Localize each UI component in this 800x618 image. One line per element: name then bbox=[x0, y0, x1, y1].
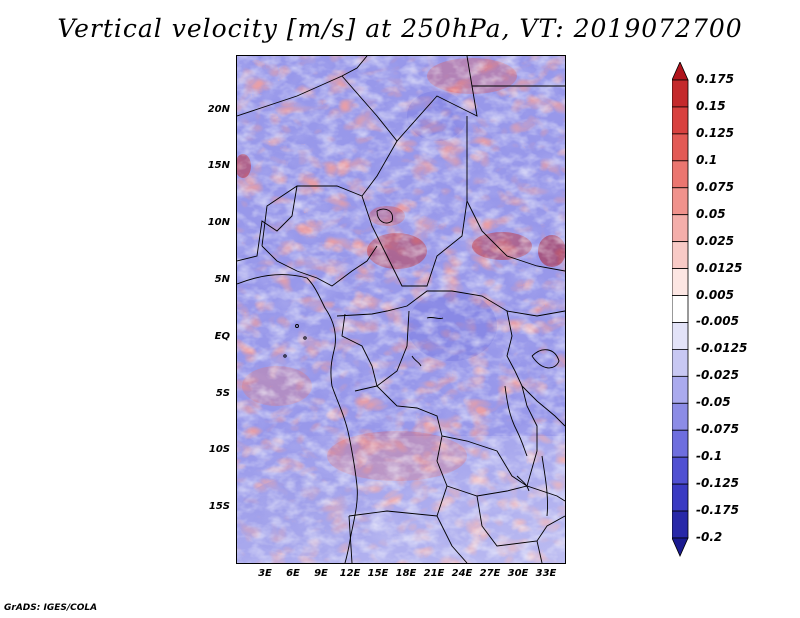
boundaries bbox=[237, 56, 565, 563]
colorbar-level-label: -0.175 bbox=[696, 503, 739, 518]
colorbar-box bbox=[672, 214, 689, 243]
lon-label: 33E bbox=[535, 568, 557, 579]
colorbar-level-label: -0.025 bbox=[696, 368, 739, 383]
lon-label: 6E bbox=[286, 568, 300, 579]
colorbar-level-label: 0.005 bbox=[696, 287, 734, 302]
colorbar-box bbox=[672, 483, 689, 512]
lake-chad bbox=[376, 208, 393, 224]
colorbar-box bbox=[672, 429, 689, 458]
colorbar-level-label: -0.075 bbox=[696, 422, 739, 437]
colorbar-box bbox=[672, 295, 689, 323]
lon-label: 21E bbox=[423, 568, 445, 579]
colorbar-level-label: 0.0125 bbox=[696, 260, 743, 275]
colorbar-box bbox=[672, 402, 689, 431]
colorbar-arrow-bottom bbox=[672, 537, 689, 557]
colorbar-box bbox=[672, 510, 689, 539]
lat-label: 20N bbox=[207, 104, 230, 115]
colorbar-arrow-top bbox=[672, 62, 689, 81]
lake-tanganyika bbox=[504, 385, 528, 457]
lon-label: 18E bbox=[395, 568, 417, 579]
colorbar-box bbox=[672, 322, 689, 350]
colorbar-box bbox=[672, 456, 689, 485]
colorbar-level-label: 0.025 bbox=[696, 233, 734, 248]
colorbar-box bbox=[672, 241, 689, 269]
colorbar-level-label: -0.125 bbox=[696, 476, 739, 491]
lon-label: 12E bbox=[339, 568, 361, 579]
map-panel bbox=[236, 55, 566, 564]
lon-label: 30E bbox=[507, 568, 529, 579]
colorbar-box bbox=[672, 187, 689, 216]
colorbar-level-label: -0.1 bbox=[696, 449, 723, 464]
colorbar-box bbox=[672, 160, 689, 189]
colorbar-box bbox=[672, 106, 689, 135]
colorbar-level-label: 0.125 bbox=[696, 125, 734, 140]
colorbar bbox=[672, 62, 689, 557]
south-streaks bbox=[237, 436, 565, 563]
colorbar-level-label: 0.05 bbox=[696, 206, 726, 221]
colorbar-level-label: -0.005 bbox=[696, 314, 739, 329]
colorbar-level-label: -0.0125 bbox=[696, 341, 748, 356]
colorbar-level-label: -0.2 bbox=[696, 530, 723, 544]
chart-title: Vertical velocity [m/s] at 250hPa, VT: 2… bbox=[57, 14, 743, 43]
lat-label: 5N bbox=[214, 274, 230, 285]
footer-credit: GrADS: IGES/COLA bbox=[4, 603, 98, 613]
colorbar-level-label: -0.05 bbox=[696, 395, 731, 410]
colorbar-box bbox=[672, 375, 689, 404]
colorbar-level-label: 0.15 bbox=[696, 98, 726, 113]
lake-malawi bbox=[541, 455, 548, 517]
lon-label: 24E bbox=[451, 568, 473, 579]
lon-label: 9E bbox=[314, 568, 328, 579]
lat-label: 5S bbox=[215, 388, 230, 399]
lat-label: 10N bbox=[207, 217, 230, 228]
lake-victoria bbox=[531, 349, 560, 369]
lat-label: 10S bbox=[208, 444, 230, 455]
colorbar-box bbox=[672, 133, 689, 162]
lat-label: EQ bbox=[214, 331, 230, 342]
lon-label: 27E bbox=[479, 568, 501, 579]
lon-label: 15E bbox=[367, 568, 389, 579]
lat-label: 15S bbox=[208, 501, 230, 512]
colorbar-box bbox=[672, 349, 689, 377]
colorbar-box bbox=[672, 268, 689, 296]
coastline bbox=[237, 274, 358, 563]
lat-label: 15N bbox=[207, 160, 230, 171]
colorbar-box bbox=[672, 79, 689, 108]
colorbar-level-label: 0.175 bbox=[696, 72, 734, 86]
lon-label: 3E bbox=[258, 568, 272, 579]
colorbar-level-label: 0.075 bbox=[696, 179, 734, 194]
colorbar-level-label: 0.1 bbox=[696, 152, 718, 167]
